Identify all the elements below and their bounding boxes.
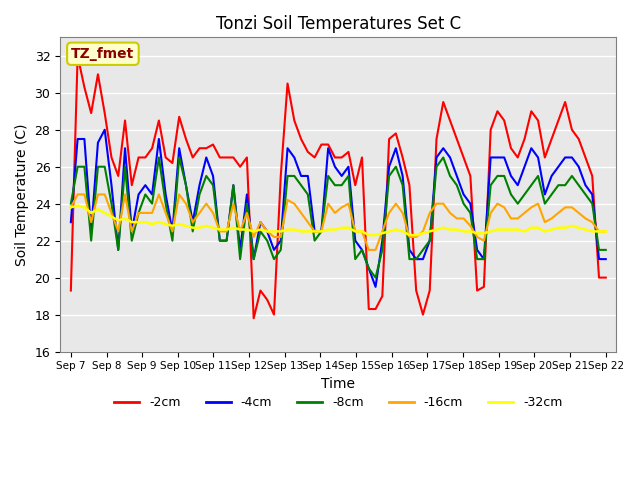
-2cm: [426, 288, 433, 293]
-8cm: [426, 238, 433, 243]
-16cm: [67, 204, 75, 210]
-8cm: [311, 238, 319, 243]
-8cm: [406, 256, 413, 262]
-16cm: [446, 210, 454, 216]
-16cm: [554, 210, 562, 216]
-8cm: [399, 182, 406, 188]
-4cm: [406, 247, 413, 253]
Line: -32cm: -32cm: [71, 205, 606, 235]
-8cm: [554, 182, 562, 188]
-8cm: [602, 247, 610, 253]
-32cm: [74, 203, 81, 208]
-4cm: [554, 164, 562, 169]
Y-axis label: Soil Temperature (C): Soil Temperature (C): [15, 123, 29, 266]
-8cm: [67, 201, 75, 206]
-4cm: [602, 256, 610, 262]
-16cm: [365, 247, 372, 253]
Text: TZ_fmet: TZ_fmet: [71, 47, 134, 61]
-2cm: [250, 315, 257, 321]
-4cm: [101, 127, 109, 132]
-32cm: [365, 232, 372, 238]
-4cm: [67, 219, 75, 225]
-2cm: [406, 182, 413, 188]
-32cm: [406, 232, 413, 238]
-8cm: [446, 173, 454, 179]
-16cm: [426, 210, 433, 216]
-32cm: [446, 227, 454, 232]
-16cm: [399, 210, 406, 216]
-4cm: [311, 228, 319, 234]
-4cm: [426, 238, 433, 243]
-32cm: [426, 228, 433, 234]
Legend: -2cm, -4cm, -8cm, -16cm, -32cm: -2cm, -4cm, -8cm, -16cm, -32cm: [109, 391, 568, 414]
Line: -2cm: -2cm: [71, 56, 606, 318]
-32cm: [311, 228, 319, 234]
-32cm: [67, 204, 75, 210]
-4cm: [446, 155, 454, 160]
-8cm: [155, 155, 163, 160]
-2cm: [74, 53, 81, 59]
-16cm: [74, 192, 81, 197]
-8cm: [372, 275, 380, 280]
-16cm: [602, 228, 610, 234]
Line: -8cm: -8cm: [71, 157, 606, 277]
-4cm: [399, 173, 406, 179]
-2cm: [446, 118, 454, 123]
-4cm: [372, 284, 380, 290]
-2cm: [67, 288, 75, 293]
X-axis label: Time: Time: [321, 377, 355, 391]
-2cm: [399, 155, 406, 160]
-16cm: [406, 234, 413, 240]
-2cm: [317, 142, 325, 147]
-16cm: [311, 228, 319, 234]
-32cm: [602, 228, 610, 234]
Line: -16cm: -16cm: [71, 194, 606, 250]
Line: -4cm: -4cm: [71, 130, 606, 287]
Title: Tonzi Soil Temperatures Set C: Tonzi Soil Temperatures Set C: [216, 15, 461, 33]
-32cm: [554, 225, 562, 230]
-2cm: [554, 118, 562, 123]
-2cm: [602, 275, 610, 280]
-32cm: [399, 228, 406, 234]
